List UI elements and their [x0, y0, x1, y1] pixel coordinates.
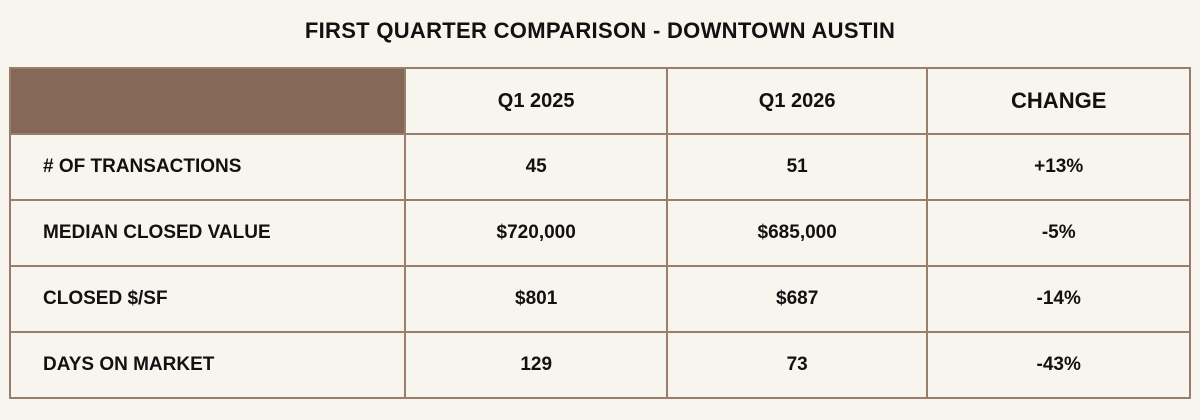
cell-change: -14% — [926, 265, 1191, 333]
cell-q1-2026: $687 — [665, 265, 929, 333]
row-label: MEDIAN CLOSED VALUE — [8, 199, 407, 267]
table-row: CLOSED $/SF $801 $687 -14% — [8, 265, 1191, 333]
cell-change: -5% — [926, 199, 1191, 267]
cell-q1-2025: $720,000 — [404, 199, 668, 267]
row-label: # OF TRANSACTIONS — [8, 133, 407, 201]
cell-q1-2025: 45 — [404, 133, 668, 201]
header-corner-cell — [8, 67, 407, 135]
row-label: DAYS ON MARKET — [8, 331, 407, 399]
cell-q1-2026: $685,000 — [665, 199, 929, 267]
table-row: DAYS ON MARKET 129 73 -43% — [8, 331, 1191, 399]
table-row: MEDIAN CLOSED VALUE $720,000 $685,000 -5% — [8, 199, 1191, 267]
cell-change: +13% — [926, 133, 1191, 201]
comparison-table: Q1 2025 Q1 2026 CHANGE # OF TRANSACTIONS… — [8, 67, 1191, 399]
cell-q1-2026: 73 — [665, 331, 929, 399]
cell-q1-2025: $801 — [404, 265, 668, 333]
cell-q1-2025: 129 — [404, 331, 668, 399]
row-label: CLOSED $/SF — [8, 265, 407, 333]
cell-q1-2026: 51 — [665, 133, 929, 201]
page-title: FIRST QUARTER COMPARISON - DOWNTOWN AUST… — [304, 18, 896, 43]
column-header-q1-2025: Q1 2025 — [404, 67, 668, 135]
table-row: # OF TRANSACTIONS 45 51 +13% — [8, 133, 1191, 201]
cell-change: -43% — [926, 331, 1191, 399]
column-header-change: CHANGE — [926, 67, 1191, 135]
column-header-q1-2026: Q1 2026 — [665, 67, 929, 135]
header-row: Q1 2025 Q1 2026 CHANGE — [8, 67, 1191, 135]
